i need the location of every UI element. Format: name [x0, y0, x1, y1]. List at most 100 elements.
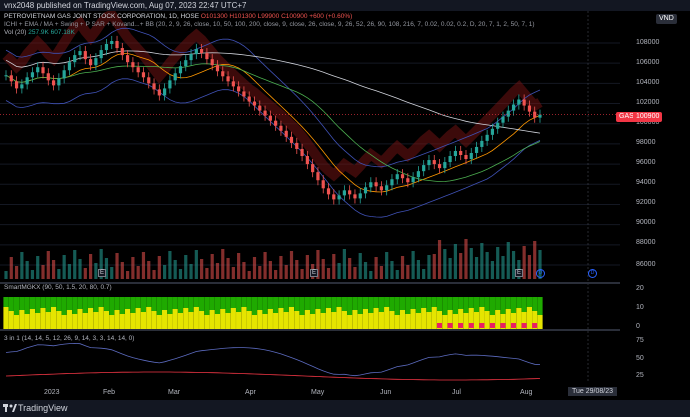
- volume-bar: [14, 266, 19, 279]
- volume-bar: [469, 248, 473, 279]
- volume-bar: [443, 249, 447, 279]
- earnings-marker[interactable]: E: [515, 269, 523, 277]
- volume-bar: [295, 260, 299, 279]
- candle: [527, 105, 532, 112]
- smart-green-bar: [304, 297, 310, 310]
- smart-yellow-bar: [8, 311, 14, 329]
- candle: [189, 54, 193, 61]
- volume-bar: [337, 263, 341, 279]
- smart-green-bar: [273, 297, 279, 313]
- candle: [411, 177, 415, 183]
- smart-yellow-bar: [331, 312, 337, 329]
- smart-yellow-bar: [257, 310, 263, 329]
- smart-yellow-bar: [368, 313, 374, 329]
- ma-50-line: [5, 63, 541, 183]
- smart-green-bar: [103, 297, 110, 311]
- smart-green-bar: [468, 297, 474, 308]
- smart-legend[interactable]: SmartMGKX (90, 50, 1.5, 20, 80, 0.7): [4, 284, 112, 292]
- volume-bar: [332, 254, 336, 279]
- pane-separator-2[interactable]: [0, 329, 620, 331]
- main-title: PETROVIETNAM GAS JOINT STOCK CORPORATION…: [4, 13, 200, 20]
- volume-bar: [390, 261, 394, 279]
- tradingview-logo-icon: [3, 404, 17, 412]
- candle: [41, 67, 45, 74]
- candle: [353, 194, 357, 199]
- smart-yellow-bar: [172, 309, 178, 329]
- smart-green-bar: [199, 297, 205, 311]
- price-tick: 98000: [636, 139, 656, 146]
- volume-bar: [274, 270, 278, 279]
- smart-yellow-bar: [362, 309, 369, 329]
- candle: [379, 186, 383, 191]
- smart-green-bar: [3, 297, 9, 307]
- vol-values: 257.9K 607.18K: [28, 29, 75, 36]
- price-tick: 102000: [636, 99, 660, 106]
- price-axis[interactable]: VND 108000 106000 104000 102000 100000 9…: [616, 11, 690, 383]
- candle: [374, 182, 378, 187]
- smart-yellow-bar: [341, 311, 347, 329]
- candle: [88, 59, 93, 66]
- volume-bar: [527, 255, 532, 279]
- smart-yellow-bar: [415, 313, 421, 329]
- chart-canvas[interactable]: [0, 11, 620, 383]
- volume-bar: [184, 255, 188, 279]
- smart-yellow-bar: [394, 315, 400, 329]
- smart-yellow-bar: [66, 310, 73, 329]
- chart-area[interactable]: PETROVIETNAM GAS JOINT STOCK CORPORATION…: [0, 11, 620, 383]
- candle: [311, 164, 315, 173]
- candle: [400, 174, 405, 179]
- dividend-marker[interactable]: D: [536, 269, 545, 278]
- time-axis[interactable]: 2023 Feb Mar Apr May Jun Jul Aug Tue 29/…: [0, 386, 690, 400]
- volume-bar: [104, 258, 109, 279]
- smart-yellow-bar: [130, 313, 136, 329]
- volume-bar: [316, 250, 320, 279]
- candle: [25, 77, 29, 85]
- osc-line: [5, 342, 541, 377]
- volume-bar: [305, 255, 309, 279]
- volume-bar: [490, 261, 495, 279]
- dividend-marker[interactable]: D: [588, 269, 597, 278]
- footer-brand: TradingView: [18, 403, 68, 413]
- candle: [342, 190, 346, 196]
- smart-green-bar: [225, 297, 231, 313]
- smart-green-bar: [532, 297, 538, 311]
- candle: [390, 179, 394, 186]
- candle: [152, 83, 156, 90]
- smart-yellow-bar: [19, 310, 25, 329]
- volume-bar: [289, 251, 294, 279]
- vol-legend[interactable]: Vol (20) 257.9K 607.18K: [4, 29, 75, 37]
- smart-green-bar: [241, 297, 247, 307]
- osc-tick: 50: [636, 355, 644, 362]
- smart-yellow-bar: [225, 313, 231, 329]
- smart-green-bar: [56, 297, 62, 311]
- earnings-marker[interactable]: E: [98, 269, 106, 277]
- pane-separator-1[interactable]: [0, 282, 620, 284]
- volume-bar: [321, 259, 325, 279]
- smart-green-bar: [357, 297, 363, 314]
- candle: [369, 182, 373, 188]
- smart-red-bar: [500, 323, 506, 328]
- publisher-bar: vnx2048 published on TradingView.com, Au…: [0, 0, 690, 11]
- currency-badge[interactable]: VND: [656, 14, 677, 24]
- candle: [221, 71, 225, 77]
- candle: [538, 114, 542, 118]
- volume-bar: [406, 265, 410, 279]
- indicator-legend[interactable]: ICHI + EMA / MA + Swing + P SAR + Kovand…: [4, 21, 535, 29]
- candle: [178, 66, 183, 74]
- smart-green-bar: [162, 297, 168, 310]
- osc-legend[interactable]: 3 in 1 (14, 14, 5, 12, 26, 9, 14, 3, 3, …: [4, 335, 134, 343]
- price-tick: 88000: [636, 239, 656, 246]
- smart-yellow-bar: [357, 314, 363, 329]
- smart-green-bar: [119, 297, 125, 314]
- volume-bar: [448, 258, 452, 279]
- candle: [30, 72, 35, 78]
- volume-bar: [358, 253, 362, 279]
- candle: [252, 101, 257, 106]
- smart-green-bar: [362, 297, 369, 309]
- smart-yellow-bar: [447, 310, 453, 329]
- smart-yellow-bar: [436, 311, 443, 329]
- earnings-marker[interactable]: E: [310, 269, 318, 277]
- smart-green-bar: [373, 297, 379, 308]
- smart-green-bar: [156, 297, 162, 315]
- smart-green-bar: [257, 297, 263, 310]
